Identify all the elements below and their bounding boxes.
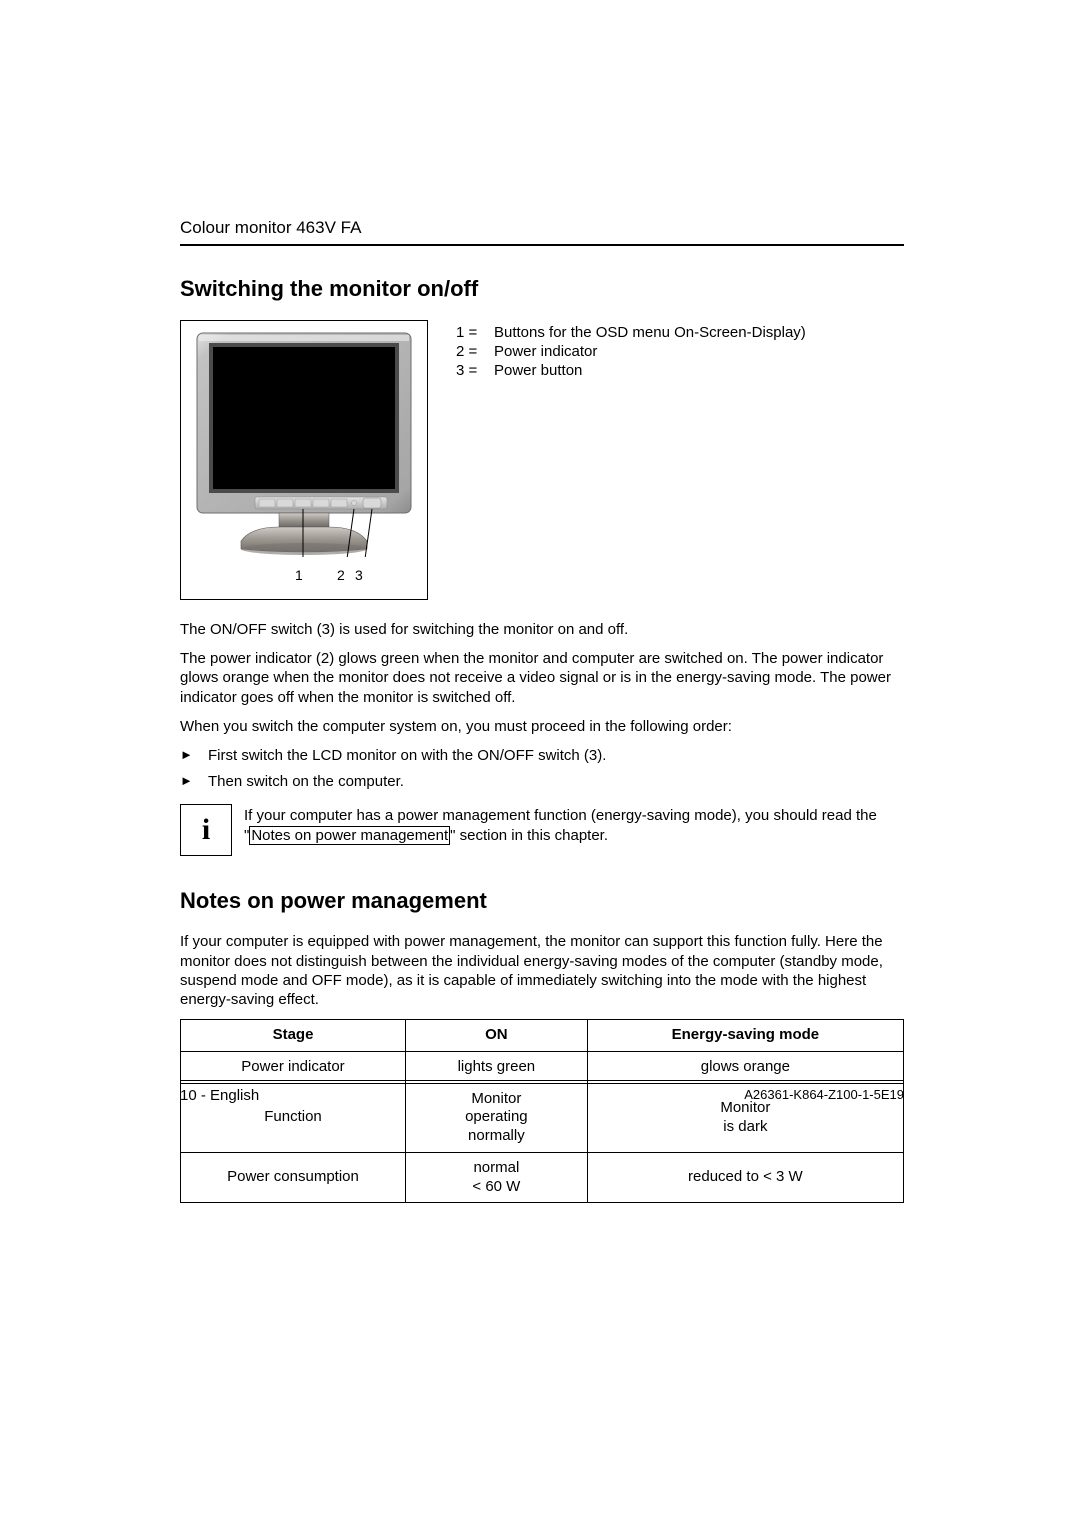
table-row: Power consumption normal< 60 W reduced t… xyxy=(181,1152,904,1203)
table-header: Stage xyxy=(181,1020,406,1052)
table-cell: Power indicator xyxy=(181,1051,406,1083)
callout-1: 1 xyxy=(295,567,303,583)
legend: 1 = Buttons for the OSD menu On-Screen-D… xyxy=(456,320,806,380)
callout-3: 3 xyxy=(355,567,363,583)
cross-reference-link[interactable]: Notes on power management xyxy=(249,826,450,845)
info-text: If your computer has a power management … xyxy=(244,804,904,845)
list-item: ► First switch the LCD monitor on with t… xyxy=(180,746,904,766)
legend-text: Buttons for the OSD menu On-Screen-Displ… xyxy=(494,324,806,343)
bullet-list: ► First switch the LCD monitor on with t… xyxy=(180,746,904,793)
section-heading-power-management: Notes on power management xyxy=(180,888,904,914)
footer-right: A26361-K864-Z100-1-5E19 xyxy=(744,1087,904,1104)
legend-text: Power indicator xyxy=(494,343,597,362)
header-rule xyxy=(180,244,904,246)
footer-rule xyxy=(180,1080,904,1081)
legend-key: 2 = xyxy=(456,343,494,362)
legend-key: 1 = xyxy=(456,324,494,343)
table-cell: glows orange xyxy=(587,1051,903,1083)
legend-item: 1 = Buttons for the OSD menu On-Screen-D… xyxy=(456,324,806,343)
legend-key: 3 = xyxy=(456,362,494,381)
paragraph: If your computer is equipped with power … xyxy=(180,932,904,1009)
table-header: ON xyxy=(406,1020,588,1052)
table-header-row: Stage ON Energy-saving mode xyxy=(181,1020,904,1052)
paragraph: The power indicator (2) glows green when… xyxy=(180,649,904,707)
callout-2: 2 xyxy=(337,567,345,583)
section-heading-switching: Switching the monitor on/off xyxy=(180,276,904,302)
document-header: Colour monitor 463V FA xyxy=(180,218,904,238)
legend-text: Power button xyxy=(494,362,582,381)
figure-row: 1 2 3 1 = Buttons for the OSD menu On-Sc… xyxy=(180,320,904,600)
info-note: i If your computer has a power managemen… xyxy=(180,804,904,856)
table-cell: reduced to < 3 W xyxy=(587,1152,903,1203)
table-row: Power indicator lights green glows orang… xyxy=(181,1051,904,1083)
list-item-text: First switch the LCD monitor on with the… xyxy=(208,746,606,766)
legend-item: 3 = Power button xyxy=(456,362,806,381)
table-cell: normal< 60 W xyxy=(406,1152,588,1203)
monitor-illustration xyxy=(193,331,415,557)
paragraph: The ON/OFF switch (3) is used for switch… xyxy=(180,620,904,639)
monitor-figure: 1 2 3 xyxy=(180,320,428,600)
info-text-post: " section in this chapter. xyxy=(450,827,608,844)
power-management-table: Stage ON Energy-saving mode Power indica… xyxy=(180,1019,904,1203)
info-icon: i xyxy=(180,804,232,856)
list-item-text: Then switch on the computer. xyxy=(208,772,404,792)
footer-left: 10 - English xyxy=(180,1087,259,1104)
table-header: Energy-saving mode xyxy=(587,1020,903,1052)
bullet-arrow-icon: ► xyxy=(180,746,208,766)
paragraph: When you switch the computer system on, … xyxy=(180,717,904,736)
page-footer: 10 - English A26361-K864-Z100-1-5E19 xyxy=(180,1080,904,1104)
table-cell: Power consumption xyxy=(181,1152,406,1203)
list-item: ► Then switch on the computer. xyxy=(180,772,904,792)
legend-item: 2 = Power indicator xyxy=(456,343,806,362)
table-cell: lights green xyxy=(406,1051,588,1083)
bullet-arrow-icon: ► xyxy=(180,772,208,792)
